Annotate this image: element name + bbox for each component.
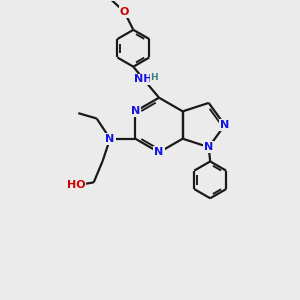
Text: H: H [150,73,158,82]
Text: O: O [120,7,129,17]
Text: NH: NH [134,74,153,85]
Text: N: N [105,134,115,144]
Text: HO: HO [67,180,85,190]
Text: N: N [154,147,164,158]
Text: N: N [204,142,213,152]
Text: N: N [131,106,140,116]
Text: N: N [220,120,230,130]
